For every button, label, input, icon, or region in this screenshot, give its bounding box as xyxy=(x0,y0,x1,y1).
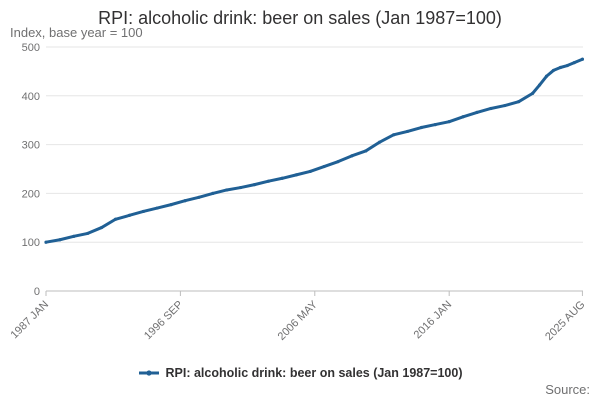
data-point[interactable] xyxy=(391,133,396,137)
data-point[interactable] xyxy=(364,149,368,153)
data-point[interactable] xyxy=(113,217,118,221)
data-point[interactable] xyxy=(183,199,187,203)
data-point[interactable] xyxy=(558,65,563,70)
y-tick-label: 100 xyxy=(22,237,40,249)
data-point[interactable] xyxy=(239,185,243,190)
series-line[interactable] xyxy=(44,57,584,244)
legend-label: RPI: alcoholic drink: beer on sales (Jan… xyxy=(165,366,463,380)
data-point[interactable] xyxy=(461,115,465,119)
x-axis-ticks: 1987 JAN 1996 SEP 2006 MAY 2016 JAN 2025 AUG xyxy=(8,291,588,343)
legend-line-marker-icon xyxy=(138,370,159,376)
data-point[interactable] xyxy=(419,125,423,130)
legend-item[interactable]: RPI: alcoholic drink: beer on sales (Jan… xyxy=(138,366,463,380)
data-point[interactable] xyxy=(280,176,284,180)
legend[interactable]: RPI: alcoholic drink: beer on sales (Jan… xyxy=(0,366,600,381)
data-point[interactable] xyxy=(544,74,549,78)
data-point[interactable] xyxy=(447,120,451,124)
data-point[interactable] xyxy=(155,206,159,210)
y-tick-label: 300 xyxy=(22,140,40,152)
data-point[interactable] xyxy=(489,106,493,111)
data-point[interactable] xyxy=(72,234,76,238)
x-tick-label: 2025 AUG xyxy=(543,299,587,343)
data-point[interactable] xyxy=(517,100,521,104)
y-axis-ticks: 0 100 200 300 400 500 xyxy=(22,42,40,298)
y-tick-label: 200 xyxy=(22,188,40,200)
chart-title: RPI: alcoholic drink: beer on sales (Jan… xyxy=(98,8,502,28)
data-point[interactable] xyxy=(405,129,410,134)
source-label: Source: xyxy=(545,382,590,397)
x-tick-label: 2016 JAN xyxy=(412,299,455,342)
series-group xyxy=(44,57,585,244)
data-point[interactable] xyxy=(537,83,542,87)
data-point[interactable] xyxy=(141,209,145,214)
data-point[interactable] xyxy=(86,231,90,236)
data-point[interactable] xyxy=(503,103,507,108)
data-point[interactable] xyxy=(225,188,229,192)
y-tick-label: 500 xyxy=(22,42,40,54)
data-point[interactable] xyxy=(44,240,48,244)
data-point[interactable] xyxy=(572,61,576,65)
y-tick-label: 0 xyxy=(34,286,40,298)
x-tick-label: 2006 MAY xyxy=(276,298,321,343)
data-point[interactable] xyxy=(197,195,201,199)
x-tick-label: 1996 SEP xyxy=(142,299,186,343)
y-tick-label: 400 xyxy=(22,91,40,103)
x-tick-label: 1987 JAN xyxy=(8,299,51,342)
data-point[interactable] xyxy=(433,122,437,127)
data-point[interactable] xyxy=(211,191,215,195)
data-point[interactable] xyxy=(336,160,340,164)
data-point[interactable] xyxy=(531,91,535,95)
data-point[interactable] xyxy=(378,140,382,144)
data-point[interactable] xyxy=(475,110,479,114)
data-point[interactable] xyxy=(58,238,62,242)
y-axis-unit-label: Index, base year = 100 xyxy=(10,25,143,40)
data-point[interactable] xyxy=(127,213,132,217)
data-point[interactable] xyxy=(350,154,354,158)
data-point[interactable] xyxy=(169,203,173,207)
data-point[interactable] xyxy=(266,179,271,183)
data-point[interactable] xyxy=(322,164,326,169)
data-point[interactable] xyxy=(252,183,257,187)
data-point[interactable] xyxy=(308,169,312,174)
data-point[interactable] xyxy=(294,173,298,177)
gridlines xyxy=(46,46,583,243)
data-point[interactable] xyxy=(580,57,585,61)
data-point[interactable] xyxy=(100,225,104,230)
data-point[interactable] xyxy=(565,63,569,68)
data-point[interactable] xyxy=(551,68,556,73)
